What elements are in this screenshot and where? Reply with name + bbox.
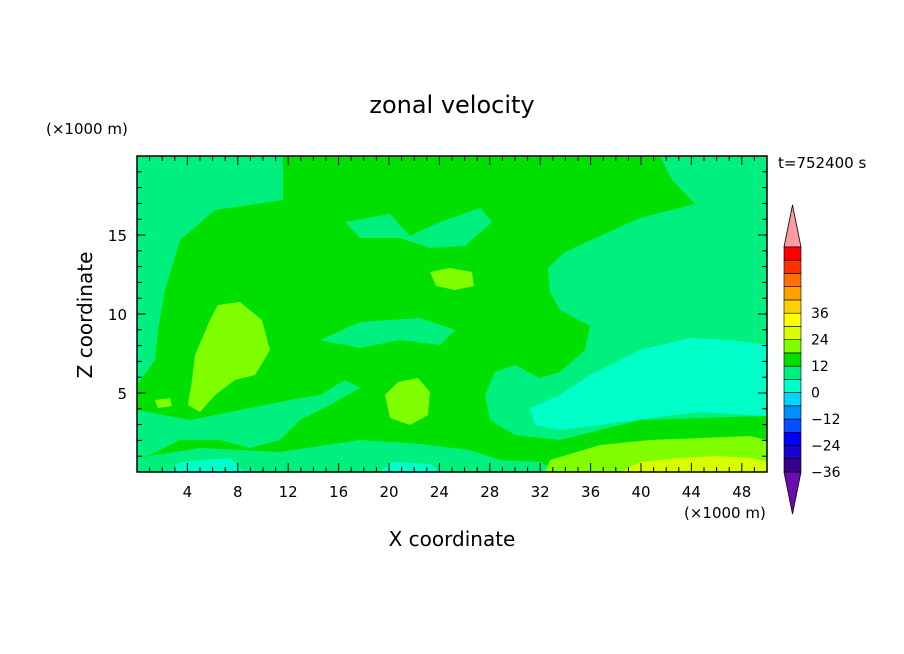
colorbar-swatch — [783, 286, 802, 301]
contour-region-patch — [137, 380, 360, 458]
colorbar-tick-label: −12 — [811, 412, 841, 428]
colorbar-tick-label: −36 — [811, 465, 841, 481]
x-tick-label: 28 — [480, 483, 499, 501]
x-tick-label: 12 — [279, 483, 298, 501]
colorbar-swatch — [783, 259, 802, 274]
colorbar-swatch — [783, 365, 802, 380]
x-tick-label: 20 — [379, 483, 398, 501]
colorbar-swatch — [783, 392, 802, 407]
colorbar-swatch — [783, 339, 802, 354]
x-tick-label: 16 — [329, 483, 348, 501]
contour-region-negative — [170, 458, 245, 472]
chart-title: zonal velocity — [369, 91, 534, 119]
contour-region-positive — [137, 156, 767, 472]
y-unit-label: (×1000 m) — [46, 120, 128, 138]
y-tick-label: 5 — [117, 385, 127, 403]
x-tick-label: 24 — [430, 483, 449, 501]
time-label: t=752400 s — [778, 154, 866, 172]
colorbar-swatch — [783, 273, 802, 288]
colorbar-swatch — [783, 246, 802, 261]
x-tick-label: 4 — [183, 483, 193, 501]
colorbar: 36 24 12 0 −12 −24 −36 — [783, 204, 841, 515]
colorbar-swatch — [783, 431, 802, 446]
colorbar-tick-label: −24 — [811, 439, 841, 455]
x-tick-label: 44 — [682, 483, 701, 501]
y-axis-label: Z coordinate — [73, 252, 97, 379]
x-tick-label: 8 — [233, 483, 243, 501]
colorbar-swatch — [783, 445, 802, 460]
colorbar-swatch — [783, 326, 802, 340]
x-unit-label: (×1000 m) — [684, 504, 766, 522]
contour-region-positive-max — [620, 456, 767, 472]
colorbar-min-arrow — [783, 471, 802, 515]
contour-region-positive-high — [155, 398, 172, 408]
contour-region-negative — [530, 338, 767, 430]
colorbar-max-arrow — [783, 204, 802, 248]
x-tick-label: 40 — [631, 483, 650, 501]
contour-region-positive-high — [385, 378, 430, 425]
x-tick-label: 48 — [732, 483, 751, 501]
colorbar-swatch — [783, 312, 802, 327]
x-axis-label: X coordinate — [389, 527, 516, 551]
contour-region-patch — [320, 318, 455, 348]
colorbar-swatch — [783, 379, 802, 393]
colorbar-tick-label: 36 — [811, 306, 829, 322]
contour-region-negative — [380, 462, 440, 472]
colorbar-swatch — [783, 352, 802, 367]
colorbar-swatch — [783, 405, 802, 420]
y-tick-label: 10 — [108, 306, 127, 324]
colorbar-tick-label: 24 — [811, 333, 829, 349]
colorbar-swatch — [783, 299, 802, 314]
colorbar-tick-label: 0 — [811, 386, 820, 402]
contour-region-positive-high — [188, 302, 270, 412]
colorbar-swatch — [783, 418, 802, 433]
colorbar-tick-label: 12 — [811, 359, 829, 375]
contour-region-patch — [137, 440, 560, 472]
x-tick-label: 36 — [581, 483, 600, 501]
x-tick-label: 32 — [531, 483, 550, 501]
colorbar-swatch — [783, 458, 802, 473]
contour-region-patch — [345, 208, 492, 248]
contour-region-positive-high — [430, 268, 474, 290]
y-tick-label: 15 — [108, 227, 127, 245]
